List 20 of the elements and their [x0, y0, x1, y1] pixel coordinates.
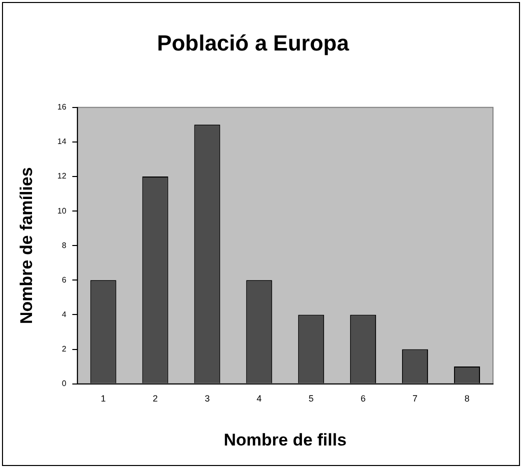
y-tick-label: 6 — [62, 275, 67, 284]
y-tick-label: 14 — [57, 137, 67, 146]
x-tick-label: 5 — [308, 394, 314, 404]
y-tick-label: 16 — [57, 102, 67, 112]
x-axis-title: Nombre de fills — [224, 430, 347, 450]
y-tick-label: 8 — [62, 240, 67, 250]
y-tick-label: 10 — [57, 206, 67, 216]
x-tick-label: 7 — [412, 394, 418, 404]
x-tick-label: 1 — [100, 394, 106, 404]
y-tick-label: 4 — [62, 310, 67, 319]
x-tick-label: 3 — [204, 394, 210, 404]
y-axis-title: Nombre de famílies — [16, 167, 36, 324]
x-tick-label: 8 — [464, 394, 470, 404]
x-tick-label: 6 — [360, 394, 366, 404]
x-tick-label: 2 — [152, 394, 158, 404]
y-tick-label: 2 — [62, 344, 67, 354]
y-tick-label: 0 — [62, 379, 67, 388]
x-tick-label: 4 — [256, 394, 262, 404]
chart-title: Població a Europa — [157, 30, 350, 56]
y-tick-label: 12 — [57, 172, 67, 181]
